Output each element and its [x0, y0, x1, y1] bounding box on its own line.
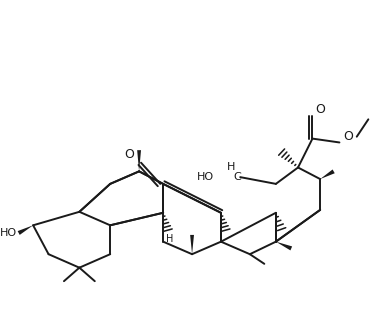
- Text: O: O: [315, 103, 325, 116]
- Text: H: H: [166, 234, 173, 244]
- Polygon shape: [276, 242, 292, 250]
- Text: O: O: [124, 149, 134, 162]
- Text: O: O: [343, 130, 353, 143]
- Polygon shape: [190, 235, 194, 254]
- Text: HO: HO: [197, 172, 214, 182]
- Text: C: C: [233, 172, 241, 182]
- Polygon shape: [18, 225, 33, 235]
- Text: HO: HO: [0, 228, 17, 238]
- Text: H: H: [227, 162, 235, 171]
- Polygon shape: [320, 169, 335, 179]
- Polygon shape: [137, 150, 141, 171]
